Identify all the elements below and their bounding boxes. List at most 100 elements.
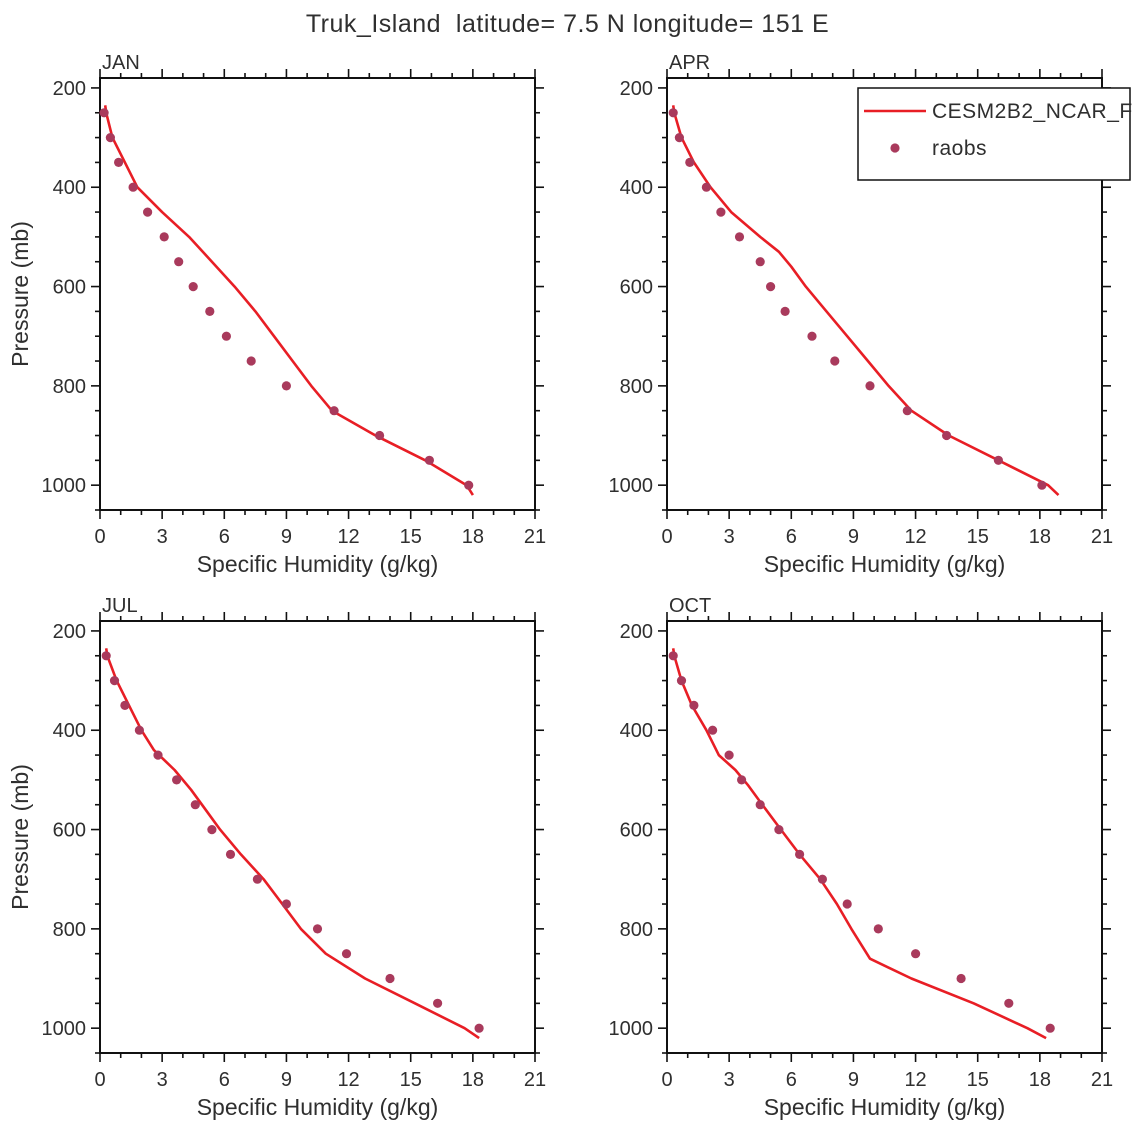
y-tick-label: 400 xyxy=(53,177,86,199)
x-tick-label: 15 xyxy=(400,526,422,548)
raobs-dot xyxy=(143,207,153,217)
x-tick-label: 6 xyxy=(219,1069,230,1091)
raobs-dot xyxy=(221,331,231,341)
x-axis-title: Specific Humidity (g/kg) xyxy=(197,1094,439,1120)
raobs-dot xyxy=(873,924,883,934)
raobs-dot xyxy=(817,874,827,884)
x-tick-label: 15 xyxy=(400,1069,422,1091)
raobs-dot xyxy=(689,700,699,710)
x-tick-label: 12 xyxy=(337,526,359,548)
panel-jul: 0 3 6 9 12 15 18 21 200 400 600 800 1000 JUL Specific … xyxy=(0,591,567,1134)
y-tick-label: 600 xyxy=(53,820,86,842)
x-tick-label: 15 xyxy=(967,1069,989,1091)
raobs-dot xyxy=(911,949,921,959)
raobs-dot xyxy=(676,676,687,686)
x-tick-label: 9 xyxy=(281,526,292,548)
raobs-dot xyxy=(701,182,711,192)
raobs-dot xyxy=(795,849,805,859)
raobs-dot xyxy=(341,949,352,959)
raobs-dot xyxy=(433,998,443,1008)
y-tick-label: 800 xyxy=(620,376,653,398)
x-tick-label: 21 xyxy=(524,1069,546,1091)
raobs-dot xyxy=(128,182,138,192)
chart-jan: 0 3 6 9 12 15 18 21 200 400 600 800 1000 JAN Specific … xyxy=(7,52,546,577)
x-tick-label: 0 xyxy=(94,526,105,548)
plot-border xyxy=(99,620,536,1054)
plot-apr: 0 3 6 9 12 15 18 21 200 400 600 800 1000 APR Specific … xyxy=(609,52,1133,577)
x-tick-label: 18 xyxy=(462,1069,484,1091)
raobs-dot xyxy=(902,406,912,416)
y-tick-label: 400 xyxy=(620,720,653,742)
raobs-dot xyxy=(724,750,734,760)
raobs-dot xyxy=(109,676,120,686)
raobs-dot xyxy=(375,430,385,441)
raobs-dot xyxy=(99,108,109,118)
x-tick-label: 12 xyxy=(904,1069,926,1091)
raobs-dot xyxy=(329,406,339,416)
x-tick-label: 9 xyxy=(281,1069,292,1091)
x-tick-label: 9 xyxy=(848,526,859,548)
y-tick-label: 1000 xyxy=(609,475,654,497)
raobs-dot xyxy=(205,306,215,316)
model-line xyxy=(103,105,474,496)
raobs-dot xyxy=(685,157,695,167)
panel-jan: 0 3 6 9 12 15 18 21 200 400 600 800 1000 JAN Specific … xyxy=(0,48,567,591)
raobs-dot xyxy=(755,800,765,810)
raobs-dot xyxy=(464,480,474,490)
raobs-dot xyxy=(1037,480,1047,490)
x-axis-title: Specific Humidity (g/kg) xyxy=(197,551,439,577)
raobs-dot xyxy=(114,157,124,167)
x-tick-label: 6 xyxy=(219,526,230,548)
raobs-dot xyxy=(734,232,745,242)
plot-jan: 0 3 6 9 12 15 18 21 200 400 600 800 1000 JAN Specific … xyxy=(7,52,546,577)
raobs-dot xyxy=(865,381,875,391)
figure-title: Truk_Island latitude= 7.5 N longitude= 1… xyxy=(305,10,830,38)
raobs-dot xyxy=(956,973,966,984)
raobs-dot xyxy=(101,651,111,661)
legend-dot-sample xyxy=(890,143,900,153)
raobs-dot xyxy=(424,455,434,465)
plot-border xyxy=(666,77,1103,511)
y-tick-label: 200 xyxy=(53,78,86,100)
panel-apr: 0 3 6 9 12 15 18 21 200 400 600 800 1000 APR Specific … xyxy=(567,48,1134,591)
x-tick-label: 18 xyxy=(462,526,484,548)
raobs-dot xyxy=(312,924,323,934)
raobs-dot xyxy=(766,282,776,292)
raobs-dot xyxy=(172,775,182,785)
y-axis-title: Pressure (mb) xyxy=(7,221,33,367)
x-tick-label: 15 xyxy=(967,526,989,548)
x-tick-label: 6 xyxy=(786,526,797,548)
raobs-dot xyxy=(668,108,678,118)
raobs-dot xyxy=(1045,1023,1055,1033)
raobs-dot xyxy=(252,874,262,884)
y-tick-label: 600 xyxy=(620,820,653,842)
panel-oct: 0 3 6 9 12 15 18 21 200 400 600 800 1000 OCT Specific … xyxy=(567,591,1134,1134)
x-tick-label: 12 xyxy=(337,1069,359,1091)
x-tick-label: 21 xyxy=(1091,526,1113,548)
raobs-dot xyxy=(159,232,169,242)
model-line xyxy=(104,648,480,1040)
raobs-dot xyxy=(755,257,765,267)
raobs-dot xyxy=(105,133,115,143)
y-tick-label: 200 xyxy=(620,78,653,100)
raobs-dot xyxy=(225,849,236,859)
raobs-dot xyxy=(1004,998,1014,1008)
plot-border xyxy=(99,77,536,511)
x-tick-label: 6 xyxy=(786,1069,797,1091)
raobs-dot xyxy=(207,825,217,835)
chart-apr: 0 3 6 9 12 15 18 21 200 400 600 800 1000 APR Specific … xyxy=(609,52,1133,577)
raobs-dot xyxy=(385,973,395,984)
legend-box xyxy=(857,87,1131,181)
chart-jul: 0 3 6 9 12 15 18 21 200 400 600 800 1000 JUL Specific … xyxy=(7,595,546,1120)
x-tick-label: 21 xyxy=(524,526,546,548)
raobs-dot xyxy=(774,825,784,835)
y-axis-title: Pressure (mb) xyxy=(7,764,33,910)
y-tick-label: 800 xyxy=(53,919,86,941)
legend-label-raobs: raobs xyxy=(932,137,987,160)
raobs-dot xyxy=(708,725,718,735)
raobs-dot xyxy=(780,306,790,316)
y-tick-label: 400 xyxy=(620,177,653,199)
x-tick-label: 9 xyxy=(848,1069,859,1091)
